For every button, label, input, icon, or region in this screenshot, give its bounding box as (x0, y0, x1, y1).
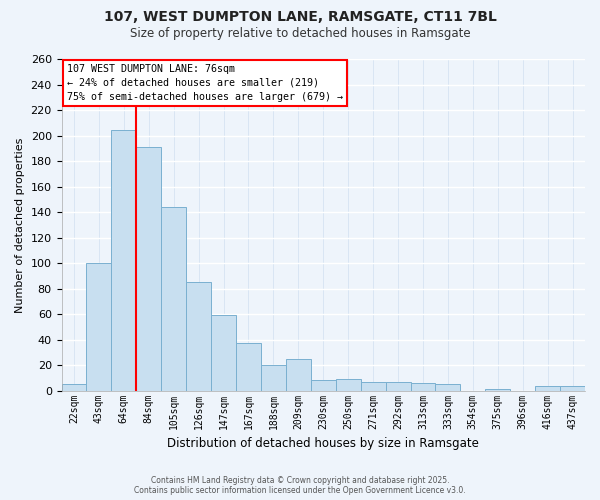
Bar (386, 382, 410, 390)
Bar (535, 386, 560, 390)
Text: 107 WEST DUMPTON LANE: 76sqm
← 24% of detached houses are smaller (219)
75% of s: 107 WEST DUMPTON LANE: 76sqm ← 24% of de… (67, 64, 343, 102)
Bar (436, 384, 460, 390)
Bar (86, 263, 112, 390)
Bar (211, 316, 236, 390)
Bar (261, 365, 286, 390)
Bar (136, 147, 161, 390)
X-axis label: Distribution of detached houses by size in Ramsgate: Distribution of detached houses by size … (167, 437, 479, 450)
Bar (161, 207, 186, 390)
Bar (236, 344, 261, 390)
Text: Size of property relative to detached houses in Ramsgate: Size of property relative to detached ho… (130, 28, 470, 40)
Text: Contains HM Land Registry data © Crown copyright and database right 2025.
Contai: Contains HM Land Registry data © Crown c… (134, 476, 466, 495)
Y-axis label: Number of detached properties: Number of detached properties (15, 137, 25, 312)
Bar (410, 383, 436, 390)
Bar (336, 379, 361, 390)
Bar (361, 382, 386, 390)
Bar (311, 380, 336, 390)
Bar (186, 282, 211, 391)
Text: 107, WEST DUMPTON LANE, RAMSGATE, CT11 7BL: 107, WEST DUMPTON LANE, RAMSGATE, CT11 7… (104, 10, 496, 24)
Bar (560, 386, 585, 390)
Bar (62, 384, 86, 390)
Bar (286, 359, 311, 390)
Bar (112, 130, 136, 390)
